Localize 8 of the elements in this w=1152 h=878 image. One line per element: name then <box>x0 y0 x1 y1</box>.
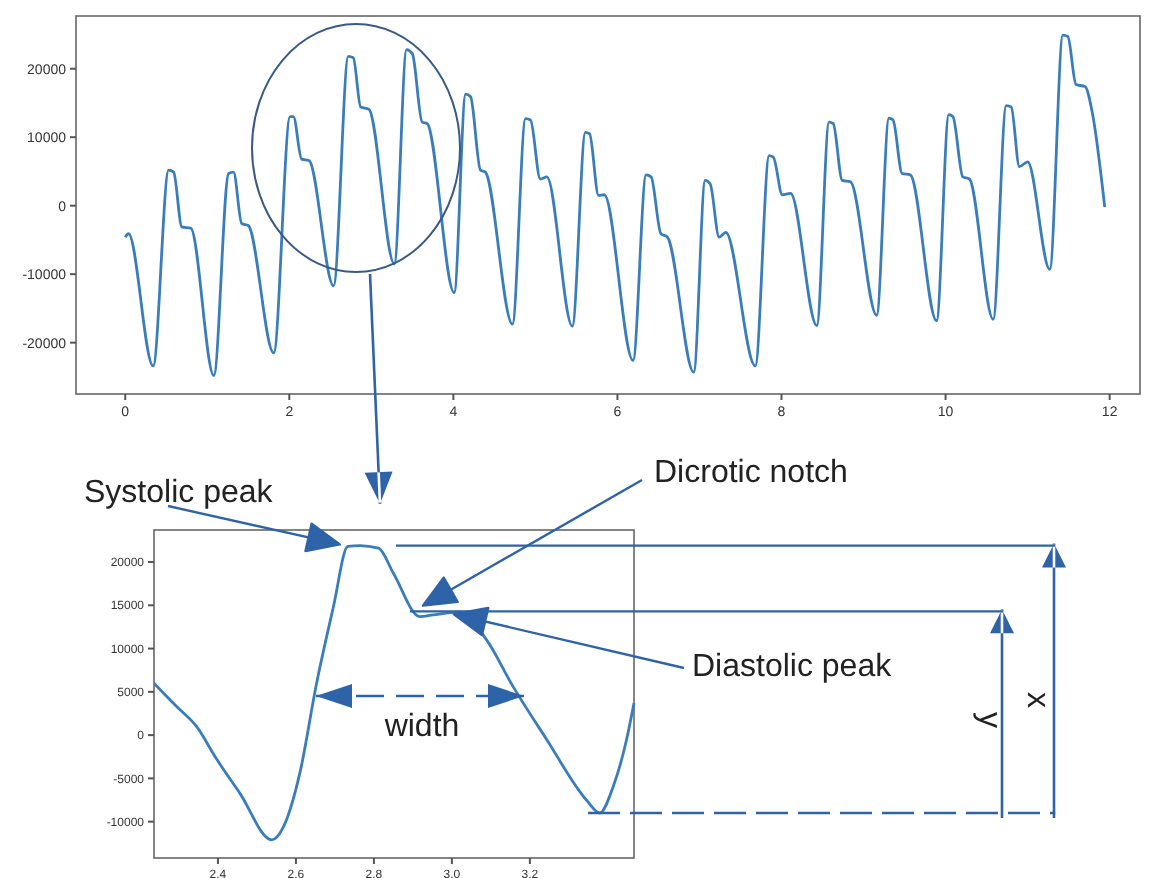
annotation: width <box>382 710 460 744</box>
line-series <box>152 544 636 842</box>
text: y <box>972 712 1006 728</box>
annotation: Systolic peak <box>84 476 275 510</box>
text: x <box>1020 692 1054 708</box>
line-series <box>123 33 1107 377</box>
annotation: Diastolic peak <box>692 650 894 684</box>
annotation: Dicrotic notch <box>654 456 848 490</box>
